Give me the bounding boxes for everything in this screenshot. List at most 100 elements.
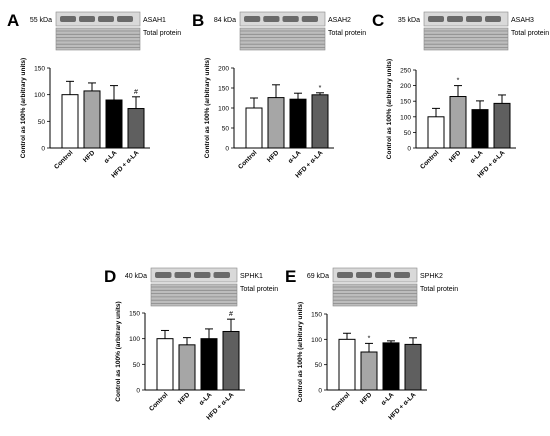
kda-marker: 35 kDa (398, 17, 420, 24)
x-tick-label: HFD (82, 149, 97, 164)
y-tick-label: 250 (400, 68, 411, 75)
x-tick-label: HFD (266, 149, 281, 164)
band (428, 16, 444, 22)
panel-e: E 69 kDa SPHK2 Total protein 0 50 100 150 Contro… (285, 267, 458, 422)
band (263, 16, 280, 22)
x-tick-label: α-LA (103, 149, 119, 165)
bar (471, 109, 489, 149)
y-tick-label: 100 (218, 106, 229, 113)
y-tick-label: 0 (136, 388, 140, 395)
panel-label: A (7, 11, 19, 30)
panel-label: D (104, 267, 116, 286)
band (466, 16, 482, 22)
bar (267, 97, 285, 149)
x-tick-label: HFD (359, 391, 374, 406)
kda-marker: 84 kDa (214, 17, 236, 24)
y-tick-label: 50 (404, 130, 412, 137)
y-tick-label: 50 (222, 126, 230, 133)
protein-name: ASAH2 (328, 17, 351, 24)
x-tick-label: Control (419, 149, 440, 170)
bar (178, 344, 196, 391)
y-tick-label: 50 (133, 362, 141, 369)
y-tick-label: 150 (129, 311, 140, 318)
protein-name: ASAH1 (143, 17, 166, 24)
band (213, 272, 230, 278)
y-tick-label: 200 (400, 83, 411, 90)
protein-name: ASAH3 (511, 17, 534, 24)
y-axis-title: Control as 100% (arbitrary units) (115, 301, 122, 401)
total-protein-label: Total protein (511, 30, 549, 37)
band (174, 272, 191, 278)
y-tick-label: 100 (129, 336, 140, 343)
x-tick-label: Control (330, 391, 351, 412)
y-tick-label: 150 (218, 86, 229, 93)
y-axis-title: Control as 100% (arbitrary units) (204, 58, 211, 158)
y-tick-label: 0 (41, 146, 45, 153)
band (79, 16, 95, 22)
kda-marker: 55 kDa (30, 17, 52, 24)
kda-marker: 40 kDa (125, 273, 147, 280)
band (155, 272, 172, 278)
y-tick-label: 100 (34, 92, 45, 99)
total-protein-label: Total protein (240, 286, 278, 293)
bar (245, 107, 263, 149)
band (117, 16, 133, 22)
y-tick-label: 50 (38, 119, 46, 126)
panel-a: A 55 kDa ASAH1 Total protein 0 50 100 150 Contro… (7, 11, 181, 180)
x-tick-label: Control (237, 149, 258, 170)
bar (338, 338, 356, 391)
significance-mark: # (134, 89, 138, 96)
total-protein-label: Total protein (328, 30, 366, 37)
significance-mark: # (229, 311, 233, 318)
panel-b: B 84 kDa ASAH2 Total protein 0 50 100 150 200 Con… (192, 11, 366, 180)
panel-label: B (192, 11, 204, 30)
y-tick-label: 100 (311, 337, 322, 344)
bar (382, 342, 400, 391)
band (98, 16, 114, 22)
significance-mark: * (319, 85, 322, 92)
bar (427, 116, 445, 149)
band (447, 16, 463, 22)
bar (127, 108, 145, 149)
kda-marker: 69 kDa (307, 273, 329, 280)
panel-d: D 40 kDa SPHK1 Total protein 0 50 100 150 Contro… (104, 267, 278, 422)
y-tick-label: 150 (311, 312, 322, 319)
band (244, 16, 261, 22)
y-tick-label: 100 (400, 114, 411, 121)
y-tick-label: 150 (400, 99, 411, 106)
x-tick-label: HFD (177, 391, 192, 406)
y-axis-title: Control as 100% (arbitrary units) (297, 302, 304, 402)
y-tick-label: 0 (407, 146, 411, 153)
total-protein-label: Total protein (420, 286, 458, 293)
band (485, 16, 501, 22)
band (337, 272, 353, 278)
protein-name: SPHK2 (420, 273, 443, 280)
band (60, 16, 76, 22)
y-tick-label: 50 (315, 362, 323, 369)
bar (311, 94, 329, 149)
bar (61, 94, 79, 149)
x-tick-label: α-LA (469, 149, 485, 165)
bar (105, 99, 123, 149)
band (394, 272, 410, 278)
bar (83, 90, 101, 149)
x-tick-label: Control (148, 391, 169, 412)
band (356, 272, 372, 278)
panel-c: C 35 kDa ASAH3 Total protein 0 50 100 150 200 250… (372, 11, 549, 180)
band (301, 16, 318, 22)
x-tick-label: α-LA (198, 391, 214, 407)
y-tick-label: 0 (225, 146, 229, 153)
bar (449, 96, 467, 149)
bar (200, 338, 218, 391)
significance-mark: * (457, 78, 460, 85)
x-tick-label: Control (53, 149, 74, 170)
protein-name: SPHK1 (240, 273, 263, 280)
total-protein-label: Total protein (143, 30, 181, 37)
y-tick-label: 0 (318, 388, 322, 395)
bar (289, 98, 307, 149)
significance-mark: * (368, 335, 371, 342)
panel-label: C (372, 11, 384, 30)
bar (493, 102, 511, 149)
y-tick-label: 150 (34, 66, 45, 73)
y-tick-label: 200 (218, 66, 229, 73)
